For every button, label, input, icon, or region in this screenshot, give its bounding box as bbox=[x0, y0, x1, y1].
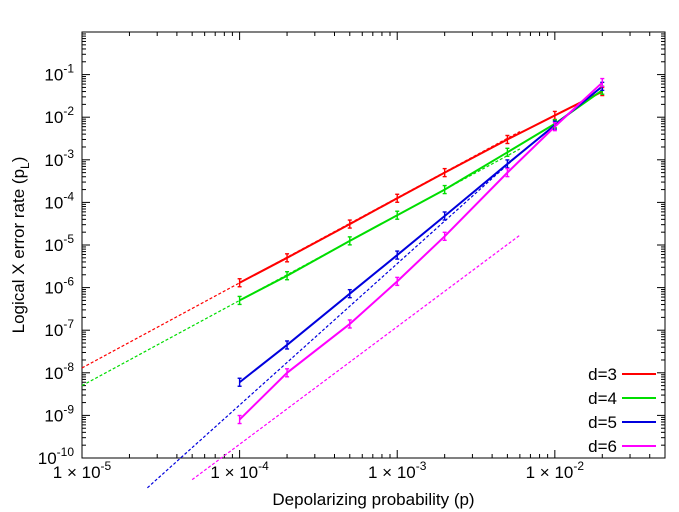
x-tick-label-base: 1 × 10 bbox=[53, 463, 101, 482]
data-point-series-3 bbox=[347, 288, 352, 299]
x-axis-title: Depolarizing probability (p) bbox=[272, 490, 474, 509]
data-point-series-2 bbox=[285, 271, 290, 281]
major-ticks bbox=[81, 31, 665, 459]
x-tick-label-exponent: -3 bbox=[416, 459, 427, 473]
data-point-series-4 bbox=[505, 167, 510, 178]
data-point-series-3 bbox=[285, 340, 290, 350]
data-point-series-3 bbox=[237, 377, 242, 387]
y-tick-label: 10-1 bbox=[44, 62, 74, 85]
data-point-series-1 bbox=[442, 167, 447, 178]
x-tick-label: 1 × 10-4 bbox=[210, 459, 269, 482]
y-tick-label-base: 10 bbox=[38, 449, 57, 468]
data-point-series-1 bbox=[395, 193, 400, 203]
plot-frame bbox=[81, 31, 666, 459]
error-bars bbox=[237, 77, 605, 425]
series-line-2 bbox=[239, 89, 603, 302]
x-tick-label: 1 × 10-5 bbox=[53, 459, 112, 482]
data-point-series-2 bbox=[237, 295, 242, 306]
y-tick-label-base: 10 bbox=[44, 406, 63, 425]
y-tick-label-base: 10 bbox=[44, 193, 63, 212]
data-point-series-4 bbox=[552, 121, 557, 132]
legend-item-3: d=5 bbox=[588, 413, 656, 432]
series-lines bbox=[238, 81, 603, 421]
data-point-series-1 bbox=[347, 219, 352, 229]
data-point-series-2 bbox=[347, 236, 352, 246]
data-point-series-3 bbox=[442, 211, 447, 221]
y-tick-label-exponent: -1 bbox=[63, 62, 74, 76]
data-point-series-2 bbox=[442, 184, 447, 195]
data-point-series-1 bbox=[285, 253, 290, 263]
x-tick-label: 1 × 10-3 bbox=[368, 459, 427, 482]
y-tick-label-exponent: -4 bbox=[63, 189, 74, 203]
y-tick-label-exponent: -8 bbox=[63, 360, 74, 374]
fit-line-series-2 bbox=[81, 148, 521, 387]
y-tick-label-exponent: -10 bbox=[57, 445, 75, 459]
y-tick-label-exponent: -6 bbox=[63, 275, 74, 289]
y-axis-title-main: Logical X error rate (p bbox=[9, 169, 28, 333]
legend-item-4: d=6 bbox=[588, 437, 656, 456]
legend-item-2: d=4 bbox=[588, 389, 656, 408]
x-tick-label: 1 × 10-2 bbox=[526, 459, 585, 482]
fit-lines bbox=[81, 131, 521, 489]
y-tick-label-base: 10 bbox=[44, 279, 63, 298]
legend-label: d=5 bbox=[588, 413, 617, 432]
y-tick-label: 10-3 bbox=[44, 147, 74, 170]
y-tick-label-exponent: -3 bbox=[63, 147, 74, 161]
y-tick-label-exponent: -9 bbox=[63, 402, 74, 416]
y-tick-label: 10-6 bbox=[44, 275, 74, 298]
x-tick-label-base: 1 × 10 bbox=[210, 463, 258, 482]
data-point-series-1 bbox=[237, 278, 242, 288]
data-point-series-4 bbox=[600, 77, 605, 88]
data-point-series-4 bbox=[285, 368, 290, 378]
data-point-series-4 bbox=[237, 414, 242, 425]
y-axis-title: Logical X error rate (pL) bbox=[9, 157, 32, 334]
fit-line-series-3 bbox=[147, 153, 521, 489]
y-tick-label-exponent: -5 bbox=[63, 232, 74, 246]
data-point-series-4 bbox=[395, 276, 400, 287]
data-point-series-2 bbox=[505, 147, 510, 157]
x-tick-label-exponent: -2 bbox=[573, 459, 584, 473]
y-axis-title-close: ) bbox=[9, 157, 28, 163]
data-point-series-4 bbox=[442, 231, 447, 242]
data-point-series-4 bbox=[347, 319, 352, 329]
y-tick-label-base: 10 bbox=[44, 151, 63, 170]
y-tick-label: 10-9 bbox=[44, 402, 74, 425]
data-point-series-2 bbox=[395, 210, 400, 220]
data-point-series-3 bbox=[395, 250, 400, 260]
legend-item-1: d=3 bbox=[588, 365, 656, 384]
y-axis-title-subscript: L bbox=[18, 162, 32, 169]
y-tick-label: 10-4 bbox=[44, 189, 74, 212]
fit-line-series-4 bbox=[191, 234, 521, 481]
y-tick-label-exponent: -2 bbox=[63, 104, 74, 118]
legend-label: d=3 bbox=[588, 365, 617, 384]
x-tick-labels: 1 × 10-5 1 × 10-4 1 × 10-3 1 × 10-2 bbox=[53, 459, 585, 482]
y-tick-label-base: 10 bbox=[44, 321, 63, 340]
y-tick-label: 10-2 bbox=[44, 104, 74, 127]
y-tick-label-exponent: -7 bbox=[63, 317, 74, 331]
y-tick-label: 10-10 bbox=[38, 445, 75, 468]
series-line-4 bbox=[238, 81, 603, 421]
y-tick-label-base: 10 bbox=[44, 66, 63, 85]
series-line-1 bbox=[239, 90, 603, 284]
x-tick-label-exponent: -5 bbox=[101, 459, 112, 473]
y-tick-label: 10-7 bbox=[44, 317, 74, 340]
y-tick-label: 10-8 bbox=[44, 360, 74, 383]
y-tick-label-base: 10 bbox=[44, 108, 63, 127]
minor-ticks bbox=[82, 32, 666, 458]
legend-label: d=6 bbox=[588, 437, 617, 456]
fit-line-series-1 bbox=[81, 131, 521, 369]
x-tick-label-base: 1 × 10 bbox=[368, 463, 416, 482]
x-tick-label-base: 1 × 10 bbox=[526, 463, 574, 482]
legend-label: d=4 bbox=[588, 389, 617, 408]
y-tick-label-base: 10 bbox=[44, 236, 63, 255]
legend: d=3 d=4 d=5 d=6 bbox=[588, 365, 656, 456]
series-line-3 bbox=[238, 85, 603, 384]
data-point-series-1 bbox=[505, 134, 510, 145]
x-tick-label-exponent: -4 bbox=[258, 459, 269, 473]
y-tick-label-base: 10 bbox=[44, 364, 63, 383]
y-tick-label: 10-5 bbox=[44, 232, 74, 255]
y-tick-labels: 10-1010-910-810-710-610-510-410-310-210-… bbox=[38, 62, 75, 468]
